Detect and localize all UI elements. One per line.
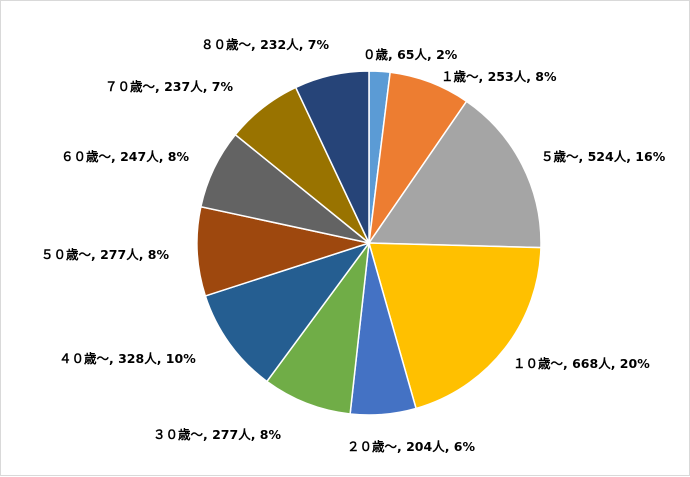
data-label-9: ７０歳～, 237人, 7% (105, 79, 233, 94)
pie-slices (196, 70, 542, 416)
data-label-4: ２０歳～, 204人, 6% (347, 439, 475, 454)
data-label-8: ６０歳～, 247人, 8% (61, 149, 189, 164)
pie-slice-7 (196, 205, 372, 297)
pie-slice-6 (204, 241, 371, 383)
data-label-7: ５０歳～, 277人, 8% (41, 247, 169, 262)
data-label-3: １０歳～, 668人, 20% (513, 356, 650, 371)
data-label-1: １歳～, 253人, 8% (441, 69, 557, 84)
data-label-2: ５歳～, 524人, 16% (541, 149, 666, 164)
data-label-5: ３０歳～, 277人, 8% (153, 427, 281, 442)
pie-slice-10 (294, 70, 370, 244)
data-labels: ０歳, 65人, 2% １歳～, 253人, 8% ５歳～, 524人, 16% １０… (41, 37, 666, 454)
pie-slice-5 (265, 240, 371, 415)
pie-slice-2 (367, 100, 542, 249)
data-label-6: ４０歳～, 328人, 10% (59, 351, 196, 366)
data-label-10: ８０歳～, 232人, 7% (201, 37, 329, 52)
pie-slice-3 (367, 242, 542, 410)
data-label-0: ０歳, 65人, 2% (363, 47, 458, 62)
